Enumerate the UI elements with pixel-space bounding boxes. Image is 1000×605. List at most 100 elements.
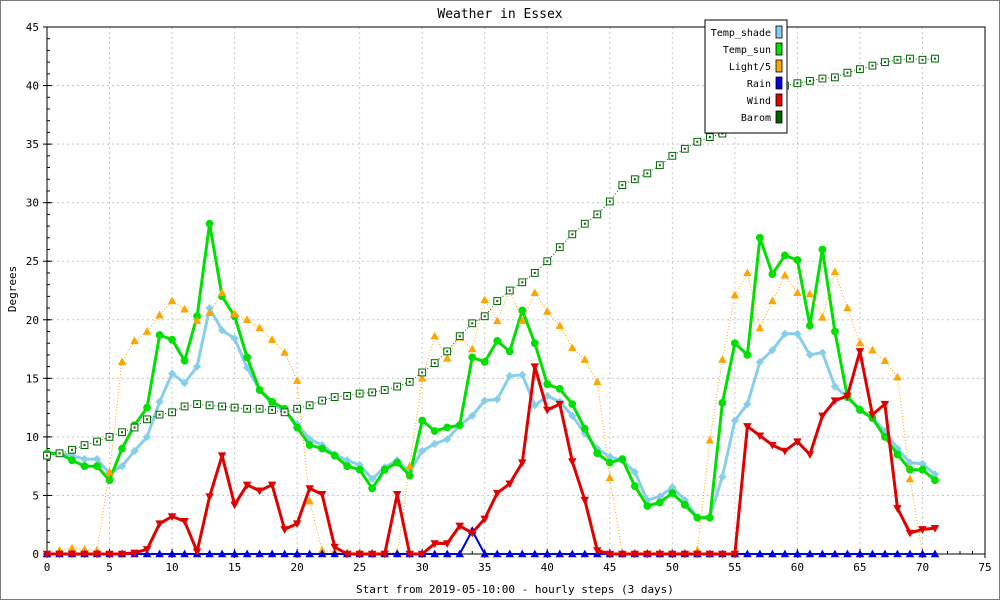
data-point-temp-shade — [543, 391, 552, 401]
data-point-light-5 — [305, 496, 314, 505]
data-point-rain — [167, 549, 177, 558]
data-point-rain — [230, 549, 239, 558]
data-point-wind — [305, 485, 314, 493]
data-point-barom-dot — [396, 385, 399, 388]
data-point-rain — [280, 549, 289, 558]
data-point-temp-sun — [643, 502, 652, 510]
data-point-rain — [918, 549, 927, 558]
data-point-temp-sun — [530, 339, 539, 348]
data-point-wind — [67, 550, 77, 559]
data-point-temp-sun — [856, 406, 864, 414]
data-point-barom-dot — [796, 82, 799, 85]
data-point-light-5 — [217, 288, 227, 297]
data-point-light-5 — [730, 290, 740, 299]
data-point-barom-dot — [358, 392, 361, 395]
data-point-wind — [530, 363, 540, 372]
data-point-temp-sun — [343, 462, 352, 471]
data-point-wind — [505, 480, 514, 489]
data-point-wind — [905, 529, 915, 538]
data-point-wind — [405, 550, 414, 559]
data-point-temp-sun — [793, 256, 802, 264]
data-point-rain — [743, 549, 752, 558]
data-point-temp-shade — [768, 346, 777, 355]
data-point-temp-sun — [693, 513, 702, 522]
data-point-wind — [805, 451, 815, 459]
data-point-temp-sun — [543, 380, 552, 389]
data-point-wind — [280, 526, 289, 534]
data-point-wind — [117, 550, 127, 559]
data-point-wind — [655, 550, 665, 559]
data-point-barom-dot — [596, 213, 599, 216]
data-point-barom-dot — [96, 440, 99, 443]
data-point-light-5 — [467, 344, 477, 353]
data-point-rain — [830, 549, 840, 558]
data-point-temp-sun — [80, 462, 89, 471]
data-point-rain — [480, 549, 489, 558]
data-point-barom-dot — [71, 448, 74, 451]
data-point-barom-dot — [308, 404, 311, 407]
data-point-wind — [342, 550, 352, 559]
data-point-wind — [217, 452, 227, 461]
data-point-temp-sun — [268, 397, 277, 406]
data-point-barom-dot — [671, 154, 674, 157]
legend-box — [704, 19, 788, 134]
data-point-light-5 — [818, 313, 827, 321]
data-point-barom-dot — [258, 407, 261, 410]
data-point-rain — [868, 549, 877, 558]
data-point-rain — [580, 549, 590, 558]
data-point-temp-shade — [167, 369, 177, 378]
data-point-light-5 — [267, 335, 277, 343]
data-point-temp-sun — [518, 306, 527, 315]
data-point-temp-shade — [418, 446, 427, 456]
data-point-barom-dot — [296, 407, 299, 410]
data-point-light-5 — [805, 289, 815, 298]
data-point-light-5 — [242, 315, 252, 323]
data-point-light-5 — [405, 461, 414, 470]
data-point-light-5 — [580, 355, 590, 363]
data-point-temp-shade — [505, 371, 514, 381]
data-point-rain — [505, 549, 514, 558]
data-point-light-5 — [280, 348, 289, 356]
data-point-temp-sun — [680, 500, 689, 509]
chart-title: Weather in Essex — [437, 7, 562, 22]
data-point-light-5 — [755, 323, 765, 332]
data-point-temp-sun — [143, 403, 151, 412]
data-point-temp-shade — [180, 378, 189, 388]
data-point-barom-dot — [333, 396, 336, 399]
data-point-rain — [768, 549, 777, 558]
data-point-wind — [868, 411, 877, 420]
data-point-wind — [918, 526, 927, 534]
data-point-light-5 — [868, 345, 877, 354]
data-point-wind — [205, 493, 214, 502]
legend-swatch-rain — [775, 76, 783, 90]
legend-swatch-wind — [775, 93, 783, 107]
data-point-rain — [518, 549, 527, 558]
data-point-light-5 — [105, 467, 114, 476]
data-point-rain — [455, 549, 464, 558]
legend-label-wind: Wind — [747, 96, 771, 107]
data-point-wind — [580, 496, 590, 505]
data-point-rain — [180, 549, 189, 558]
data-point-barom-dot — [196, 403, 199, 406]
data-point-barom-dot — [608, 200, 611, 203]
data-point-light-5 — [705, 435, 715, 444]
y-tick-label: 20 — [26, 314, 39, 327]
data-point-rain — [855, 549, 865, 558]
y-tick-label: 5 — [32, 489, 39, 502]
data-point-wind — [630, 550, 640, 559]
data-point-wind — [893, 505, 902, 513]
data-point-temp-sun — [730, 339, 739, 348]
data-point-light-5 — [430, 331, 439, 340]
data-point-temp-sun — [655, 498, 664, 507]
legend-label-light-5: Light/5 — [729, 62, 771, 73]
data-point-wind — [830, 397, 840, 406]
data-point-wind — [618, 550, 627, 559]
data-point-temp-sun — [93, 462, 101, 471]
data-point-light-5 — [492, 316, 502, 325]
data-point-light-5 — [230, 309, 239, 318]
x-tick-label: 25 — [353, 561, 366, 574]
data-point-temp-sun — [618, 455, 627, 464]
data-point-barom-dot — [183, 405, 186, 408]
data-point-wind — [317, 491, 327, 499]
